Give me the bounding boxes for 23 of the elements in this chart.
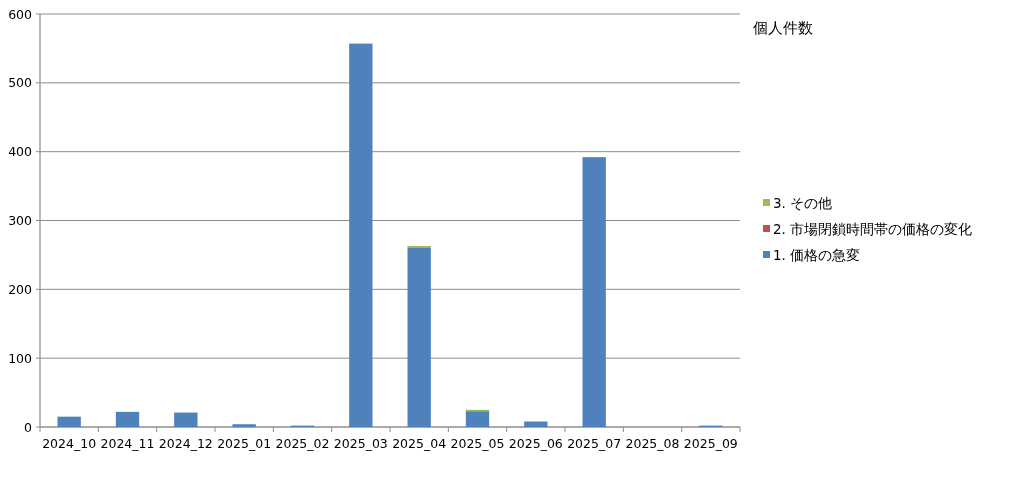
xtick: 2025_03 xyxy=(333,436,388,451)
legend-label: 2. 市場閉鎖時間帯の価格の変化 xyxy=(773,220,973,237)
ytick: 500 xyxy=(8,75,32,91)
title: 個人件数 xyxy=(753,20,813,36)
ytick: 200 xyxy=(8,281,32,297)
xtick: 2025_08 xyxy=(625,436,680,451)
xtick: 2024_10 xyxy=(42,436,97,451)
xtick: 2025_07 xyxy=(567,436,622,451)
xtick: 2025_09 xyxy=(683,436,738,451)
xtick: 2025_05 xyxy=(450,436,505,451)
ytick: 400 xyxy=(8,144,32,160)
ytick: 300 xyxy=(8,213,32,228)
xtick: 2025_01 xyxy=(217,436,272,451)
xtick: 2024_11 xyxy=(100,436,155,451)
xtick: 2025_06 xyxy=(508,436,563,451)
xtick: 2024_12 xyxy=(158,436,213,451)
ytick: 600 xyxy=(8,6,32,22)
xtick: 2025_04 xyxy=(392,436,447,451)
legend-label: 1. 価格の急変 xyxy=(773,246,861,263)
ytick: 0 xyxy=(24,419,32,435)
ytick: 100 xyxy=(8,350,32,366)
legend-label: 3. その他 xyxy=(773,194,833,211)
xtick: 2025_02 xyxy=(275,436,330,451)
